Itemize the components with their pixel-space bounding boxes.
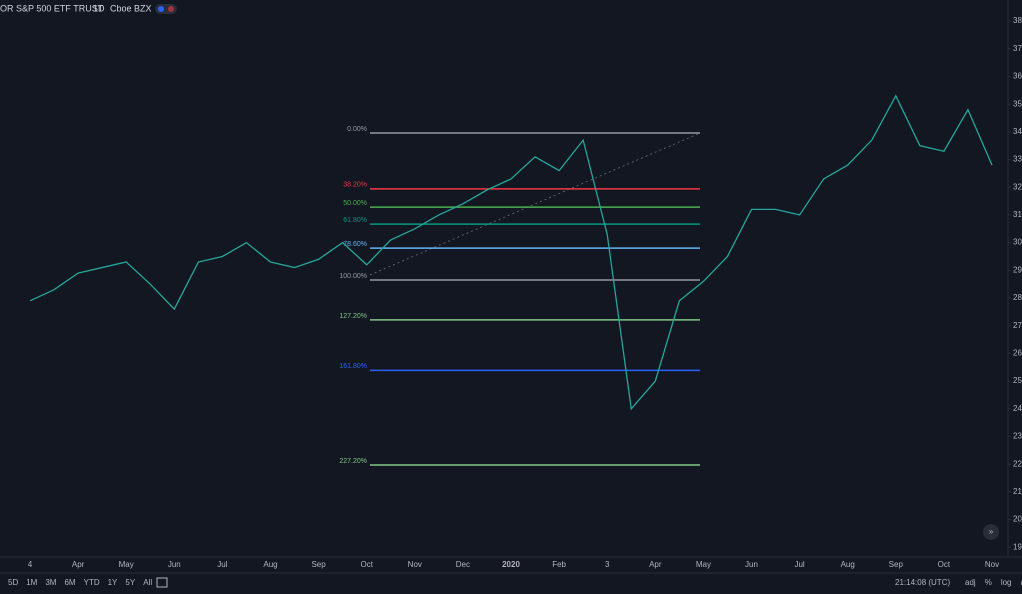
x-tick-label: Dec xyxy=(456,560,470,569)
axis-option[interactable]: % xyxy=(985,578,992,587)
axis-option[interactable]: a xyxy=(1021,578,1022,587)
range-button[interactable]: 1Y xyxy=(108,578,118,587)
y-tick-label: 330 xyxy=(1013,155,1022,164)
x-tick-label: Apr xyxy=(649,560,662,569)
fib-label: 61.80% xyxy=(343,217,367,224)
y-tick-label: 300 xyxy=(1013,238,1022,247)
interval: 1D xyxy=(93,3,105,13)
y-tick-label: 370 xyxy=(1013,44,1022,53)
x-tick-label: May xyxy=(696,560,711,569)
y-tick-label: 260 xyxy=(1013,349,1022,358)
y-tick-label: 270 xyxy=(1013,321,1022,330)
x-tick-label: Aug xyxy=(263,560,277,569)
y-tick-label: 220 xyxy=(1013,459,1022,468)
y-tick-label: 310 xyxy=(1013,210,1022,219)
x-tick-label: Nov xyxy=(985,560,999,569)
fib-label: 227.20% xyxy=(339,458,367,465)
exchange: Cboe BZX xyxy=(110,3,152,13)
y-tick-label: 240 xyxy=(1013,404,1022,413)
x-tick-label: Jul xyxy=(217,560,227,569)
y-tick-label: 200 xyxy=(1013,515,1022,524)
y-tick-label: 190 xyxy=(1013,542,1022,551)
x-tick-label: Jul xyxy=(794,560,804,569)
x-tick-label: Oct xyxy=(360,560,373,569)
fib-label: 161.80% xyxy=(339,363,367,370)
x-tick-label: Jun xyxy=(168,560,181,569)
x-tick-label: 4 xyxy=(28,560,33,569)
fib-label: 78.60% xyxy=(343,241,367,248)
y-tick-label: 380 xyxy=(1013,16,1022,25)
range-button[interactable]: 5Y xyxy=(125,578,135,587)
clock: 21:14:08 (UTC) xyxy=(895,578,950,587)
x-tick-label: Aug xyxy=(841,560,855,569)
fib-label: 0.00% xyxy=(347,126,367,133)
range-button[interactable]: All xyxy=(143,578,152,587)
x-tick-label: Sep xyxy=(889,560,904,569)
y-tick-label: 230 xyxy=(1013,432,1022,441)
range-button[interactable]: 3M xyxy=(45,578,56,587)
fib-label: 127.20% xyxy=(339,313,367,320)
x-tick-label: Sep xyxy=(311,560,326,569)
range-button[interactable]: 1M xyxy=(26,578,37,587)
y-tick-label: 250 xyxy=(1013,376,1022,385)
y-tick-label: 360 xyxy=(1013,72,1022,81)
x-tick-label: 2020 xyxy=(502,560,520,569)
symbol-title: OR S&P 500 ETF TRUST xyxy=(0,3,104,13)
y-tick-label: 340 xyxy=(1013,127,1022,136)
x-tick-label: Jun xyxy=(745,560,758,569)
date-range-icon[interactable] xyxy=(156,577,168,588)
fib-label: 50.00% xyxy=(343,200,367,207)
scroll-button[interactable] xyxy=(983,524,999,540)
x-tick-label: 3 xyxy=(605,560,610,569)
range-button[interactable]: YTD xyxy=(84,578,100,587)
x-tick-label: Oct xyxy=(938,560,951,569)
y-tick-label: 320 xyxy=(1013,182,1022,191)
fib-label: 100.00% xyxy=(339,273,367,280)
x-tick-label: Feb xyxy=(552,560,566,569)
axis-option[interactable]: adj xyxy=(965,578,976,587)
status-dot xyxy=(168,6,174,12)
range-button[interactable]: 6M xyxy=(64,578,75,587)
y-tick-label: 210 xyxy=(1013,487,1022,496)
range-button[interactable]: 5D xyxy=(8,578,18,587)
fib-label: 38.20% xyxy=(343,182,367,189)
x-tick-label: Apr xyxy=(72,560,85,569)
x-tick-label: Nov xyxy=(408,560,422,569)
x-tick-label: May xyxy=(119,560,134,569)
y-tick-label: 350 xyxy=(1013,99,1022,108)
price-line xyxy=(29,94,993,411)
y-tick-label: 290 xyxy=(1013,265,1022,274)
y-tick-label: 280 xyxy=(1013,293,1022,302)
scroll-icon[interactable]: » xyxy=(989,527,994,536)
status-dot xyxy=(158,6,164,12)
axis-option[interactable]: log xyxy=(1001,578,1012,587)
